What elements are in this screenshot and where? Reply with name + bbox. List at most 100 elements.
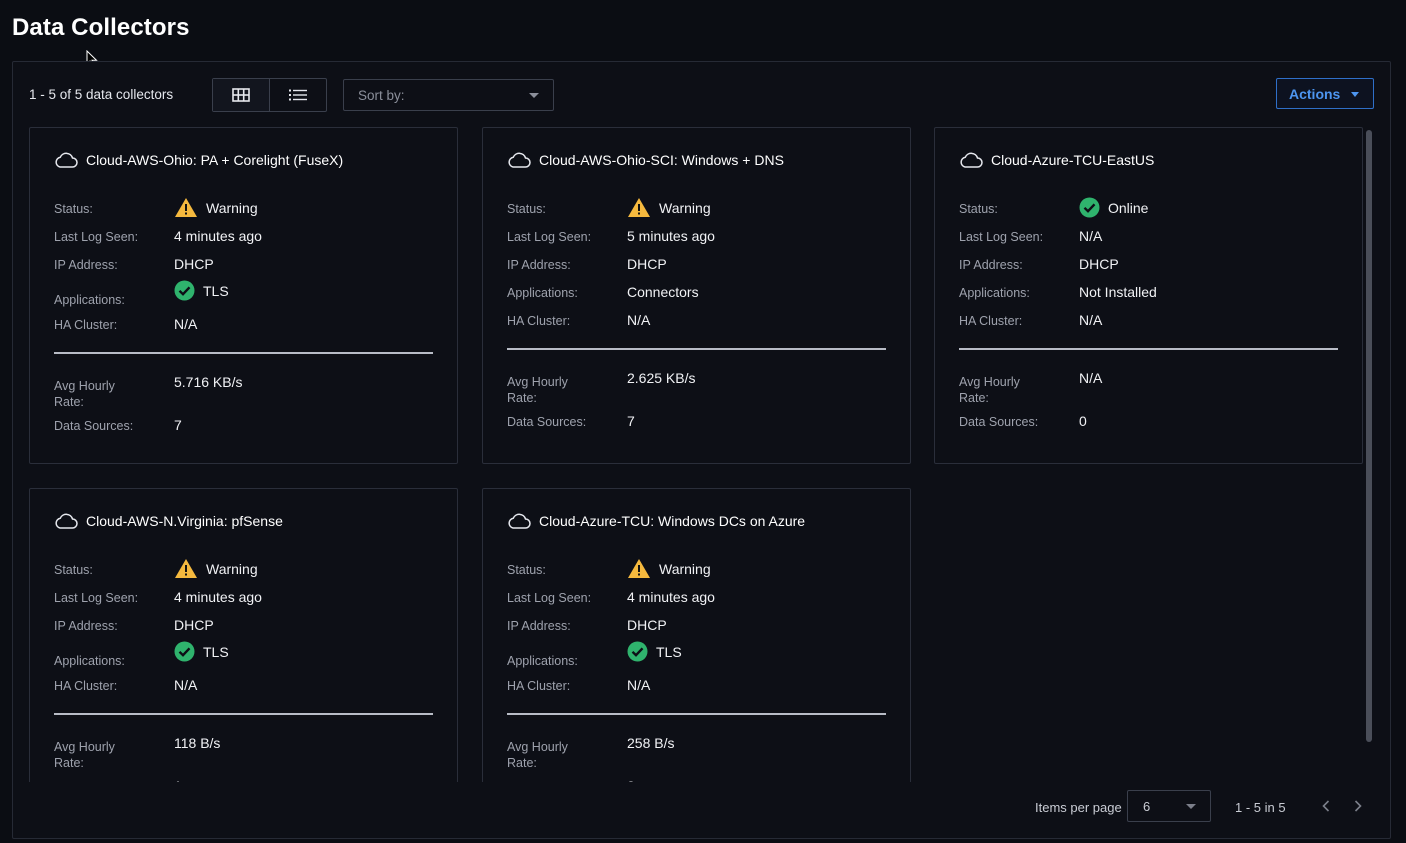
warning-icon	[627, 558, 651, 579]
field-label: Last Log Seen:	[959, 230, 1044, 244]
grid-view-icon	[231, 88, 250, 102]
field-label: IP Address:	[507, 258, 571, 272]
page-range-label: 1 - 5 in 5	[1235, 800, 1286, 815]
field-label: Avg Hourly Rate:	[959, 375, 1020, 405]
field-value: DHCP	[627, 256, 667, 272]
field-value: 7	[174, 417, 182, 433]
field-value: Warning	[174, 197, 258, 218]
card-title[interactable]: Cloud-AWS-Ohio: PA + Corelight (FuseX)	[54, 152, 343, 168]
cards-grid: Cloud-AWS-Ohio: PA + Corelight (FuseX) S…	[29, 127, 1365, 782]
field-value: N/A	[174, 316, 198, 332]
collector-name: Cloud-Azure-TCU-EastUS	[991, 152, 1155, 168]
items-per-page-select[interactable]: 6	[1127, 790, 1211, 822]
card-title[interactable]: Cloud-Azure-TCU: Windows DCs on Azure	[507, 513, 805, 529]
collector-card[interactable]: Cloud-Azure-TCU-EastUS Status: Online La…	[934, 127, 1363, 464]
check-circle-icon	[174, 641, 195, 662]
card-divider	[54, 713, 433, 715]
field-value: Connectors	[627, 284, 699, 300]
card-divider	[959, 348, 1338, 350]
toolbar: 1 - 5 of 5 data collectors Sort by:	[29, 78, 1374, 112]
collector-name: Cloud-Azure-TCU: Windows DCs on Azure	[539, 513, 806, 529]
card-divider	[507, 713, 886, 715]
field-label: IP Address:	[54, 619, 118, 633]
cloud-icon	[959, 152, 983, 168]
field-label: Data Sources:	[959, 415, 1039, 429]
list-view-button[interactable]	[270, 79, 327, 111]
field-value: 2.625 KB/s	[627, 370, 696, 386]
chevron-down-icon	[1351, 92, 1359, 97]
sort-placeholder: Sort by:	[358, 87, 405, 103]
collector-count-label: 1 - 5 of 5 data collectors	[29, 87, 174, 102]
field-value: N/A	[1079, 312, 1103, 328]
scrollbar[interactable]	[1366, 130, 1372, 742]
view-toggle	[212, 78, 327, 112]
check-circle-icon	[174, 280, 195, 301]
previous-page-button[interactable]	[1318, 797, 1334, 815]
card-title[interactable]: Cloud-AWS-N.Virginia: pfSense	[54, 513, 283, 529]
collector-card[interactable]: Cloud-AWS-N.Virginia: pfSense Status: Wa…	[29, 488, 458, 782]
field-label: Status:	[54, 202, 93, 216]
field-label: Data Sources:	[507, 779, 586, 782]
field-label: Data Sources:	[507, 415, 587, 429]
field-value: 1	[174, 778, 182, 782]
warning-icon	[174, 558, 198, 579]
collector-name: Cloud-AWS-Ohio: PA + Corelight (FuseX)	[86, 152, 344, 168]
field-value: N/A	[627, 312, 651, 328]
field-label: HA Cluster:	[959, 314, 1023, 328]
cloud-icon	[507, 152, 531, 168]
field-value: 4 minutes ago	[627, 589, 715, 605]
field-value: Online	[1079, 197, 1148, 218]
field-label: Applications:	[54, 293, 125, 307]
actions-button[interactable]: Actions	[1276, 78, 1374, 109]
grid-view-button[interactable]	[213, 79, 270, 111]
page-title: Data Collectors	[12, 14, 190, 41]
field-label: Status:	[959, 202, 998, 216]
field-label: Status:	[507, 563, 546, 577]
collector-card[interactable]: Cloud-Azure-TCU: Windows DCs on Azure St…	[482, 488, 911, 782]
collector-card[interactable]: Cloud-AWS-Ohio: PA + Corelight (FuseX) S…	[29, 127, 458, 464]
field-value: 5 minutes ago	[627, 228, 715, 244]
sort-select[interactable]: Sort by:	[343, 79, 554, 111]
field-label: HA Cluster:	[54, 318, 118, 332]
field-label: IP Address:	[54, 258, 118, 272]
field-value: TLS	[174, 280, 229, 301]
field-value: DHCP	[174, 617, 214, 633]
field-label: Applications:	[959, 286, 1030, 300]
collector-card[interactable]: Cloud-AWS-Ohio-SCI: Windows + DNS Status…	[482, 127, 911, 464]
field-value: 0	[1079, 413, 1087, 429]
field-value: 4 minutes ago	[174, 228, 262, 244]
next-page-button[interactable]	[1350, 797, 1366, 815]
field-value: DHCP	[1079, 256, 1119, 272]
list-view-icon	[288, 89, 307, 101]
field-label: IP Address:	[507, 619, 571, 633]
cloud-icon	[54, 513, 78, 529]
field-label: Applications:	[507, 286, 578, 300]
card-title[interactable]: Cloud-Azure-TCU-EastUS	[959, 152, 1154, 168]
field-label: Avg Hourly Rate:	[507, 740, 568, 770]
field-label: HA Cluster:	[507, 679, 571, 693]
field-label: Data Sources:	[54, 779, 133, 782]
card-divider	[54, 352, 433, 354]
check-circle-icon	[627, 641, 648, 662]
card-title[interactable]: Cloud-AWS-Ohio-SCI: Windows + DNS	[507, 152, 784, 168]
field-label: Status:	[54, 563, 93, 577]
field-label: Applications:	[507, 654, 578, 668]
field-value: N/A	[1079, 228, 1103, 244]
field-value: N/A	[1079, 370, 1103, 386]
field-label: Avg Hourly Rate:	[507, 375, 568, 405]
field-label: HA Cluster:	[507, 314, 571, 328]
field-value: 5.716 KB/s	[174, 374, 243, 390]
field-label: Status:	[507, 202, 546, 216]
pagination: Items per page 6 1 - 5 in 5	[13, 780, 1390, 838]
chevron-left-icon	[1322, 800, 1330, 812]
cloud-icon	[507, 513, 531, 529]
field-value: 2	[627, 778, 635, 782]
field-label: Data Sources:	[54, 419, 134, 433]
field-value: N/A	[174, 677, 198, 693]
field-value: Warning	[627, 197, 711, 218]
field-label: Last Log Seen:	[507, 230, 592, 244]
chevron-down-icon	[529, 93, 539, 98]
field-value: 7	[627, 413, 635, 429]
check-circle-icon	[1079, 197, 1100, 218]
field-value: 4 minutes ago	[174, 589, 262, 605]
